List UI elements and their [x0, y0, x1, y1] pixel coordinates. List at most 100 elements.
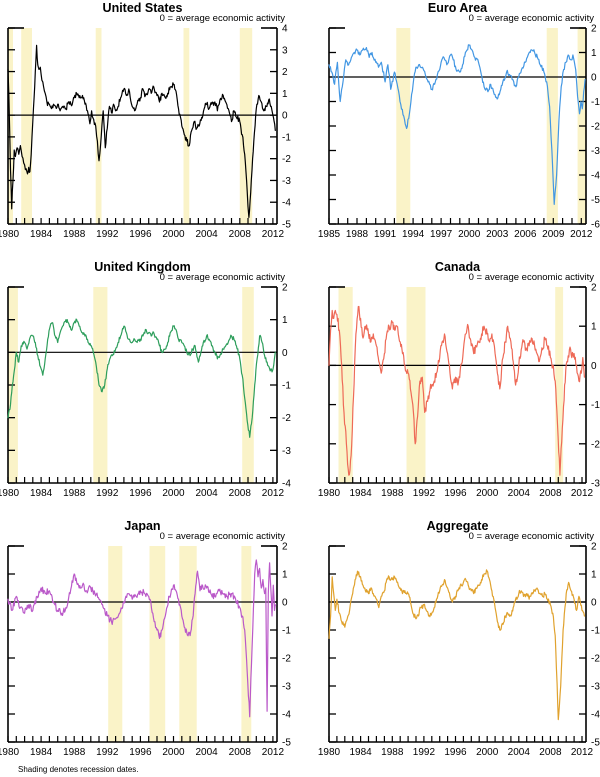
- chart-title-japan: Japan: [124, 519, 161, 533]
- svg-text:-2: -2: [591, 654, 600, 665]
- svg-text:0: 0: [282, 348, 288, 359]
- chart-subtitle-aggregate: 0 = average economic activity: [468, 531, 594, 542]
- svg-text:-4: -4: [282, 198, 291, 209]
- svg-text:2006: 2006: [514, 229, 537, 240]
- svg-text:1988: 1988: [63, 488, 86, 499]
- svg-text:1: 1: [282, 315, 288, 326]
- svg-text:2000: 2000: [458, 229, 481, 240]
- chart-cell-euro-area: Euro Area 0 = average economic activity …: [300, 0, 600, 259]
- svg-text:2012: 2012: [570, 229, 593, 240]
- svg-text:2012: 2012: [571, 488, 594, 499]
- svg-text:3: 3: [282, 45, 288, 56]
- svg-text:0: 0: [591, 73, 597, 84]
- chart-title-canada: Canada: [434, 260, 481, 274]
- united-kingdom-plot: 2 1 0 -1 -2 -3 -4 1980 1984 1988 1992 1996 2000 2004 2…: [0, 283, 291, 500]
- svg-text:1984: 1984: [30, 229, 53, 240]
- svg-text:1984: 1984: [30, 488, 53, 499]
- svg-text:2004: 2004: [195, 747, 218, 758]
- svg-text:-5: -5: [591, 738, 600, 749]
- svg-text:2000: 2000: [162, 488, 185, 499]
- svg-text:-4: -4: [591, 710, 600, 721]
- svg-text:1988: 1988: [63, 229, 86, 240]
- svg-text:2003: 2003: [486, 229, 509, 240]
- svg-text:-3: -3: [591, 479, 600, 490]
- svg-text:1996: 1996: [444, 747, 467, 758]
- svg-text:2008: 2008: [539, 747, 562, 758]
- chart-title-euro-area: Euro Area: [427, 1, 488, 15]
- svg-text:1980: 1980: [0, 747, 20, 758]
- svg-text:1984: 1984: [349, 488, 372, 499]
- svg-text:-5: -5: [591, 195, 600, 206]
- svg-text:0: 0: [591, 361, 597, 372]
- euro-area-plot: 2 1 0 -1 -2 -3 -4 -5 -6 1985 1988 1991 1994 1997 2000 2…: [318, 24, 600, 241]
- svg-text:2: 2: [591, 24, 597, 35]
- united-states-plot: 4 3 2 1 0 -1 -2 -3 -4 -5 1980 1984 1988 1992 1996 2000 2…: [0, 24, 291, 241]
- svg-text:2008: 2008: [229, 229, 252, 240]
- svg-text:2012: 2012: [262, 488, 285, 499]
- svg-text:2: 2: [591, 542, 597, 553]
- svg-text:1992: 1992: [413, 488, 436, 499]
- svg-text:-1: -1: [282, 626, 291, 637]
- svg-text:4: 4: [282, 24, 288, 35]
- svg-text:-4: -4: [282, 479, 291, 490]
- svg-text:1984: 1984: [30, 747, 53, 758]
- svg-text:1992: 1992: [96, 488, 119, 499]
- svg-text:1991: 1991: [374, 229, 397, 240]
- svg-text:1: 1: [282, 570, 288, 581]
- svg-text:0: 0: [282, 111, 288, 122]
- svg-text:-2: -2: [591, 122, 600, 133]
- svg-text:1997: 1997: [430, 229, 453, 240]
- svg-text:1992: 1992: [96, 747, 119, 758]
- svg-text:-3: -3: [282, 446, 291, 457]
- svg-text:-1: -1: [591, 400, 600, 411]
- svg-text:-3: -3: [591, 682, 600, 693]
- svg-text:1988: 1988: [381, 488, 404, 499]
- svg-text:2: 2: [282, 67, 288, 78]
- svg-text:0: 0: [591, 598, 597, 609]
- svg-text:1980: 1980: [0, 488, 20, 499]
- svg-text:1988: 1988: [381, 747, 404, 758]
- svg-text:-1: -1: [591, 97, 600, 108]
- svg-text:-5: -5: [282, 738, 291, 749]
- chart-subtitle-canada: 0 = average economic activity: [468, 272, 594, 283]
- svg-text:2: 2: [282, 542, 288, 553]
- svg-text:-1: -1: [591, 626, 600, 637]
- svg-text:1980: 1980: [318, 747, 341, 758]
- svg-text:2008: 2008: [229, 747, 252, 758]
- chart-subtitle-united-states: 0 = average economic activity: [159, 13, 285, 24]
- svg-text:2008: 2008: [539, 488, 562, 499]
- chart-title-united-kingdom: United Kingdom: [94, 260, 191, 274]
- svg-text:1996: 1996: [444, 488, 467, 499]
- svg-text:2000: 2000: [476, 747, 499, 758]
- recession-shading-footnote: Shading denotes recession dates.: [18, 765, 139, 774]
- svg-text:2012: 2012: [262, 747, 285, 758]
- svg-text:-3: -3: [282, 176, 291, 187]
- svg-text:2009: 2009: [542, 229, 565, 240]
- svg-text:1988: 1988: [346, 229, 369, 240]
- svg-text:-3: -3: [282, 682, 291, 693]
- chart-cell-japan: Japan 0 = average economic activity 2 1 0 -…: [0, 518, 300, 777]
- svg-text:1992: 1992: [96, 229, 119, 240]
- svg-text:-3: -3: [591, 146, 600, 157]
- svg-text:2: 2: [282, 283, 288, 294]
- svg-text:2012: 2012: [571, 747, 594, 758]
- svg-text:1985: 1985: [318, 229, 341, 240]
- svg-text:-2: -2: [282, 154, 291, 165]
- svg-text:1994: 1994: [402, 229, 425, 240]
- svg-text:1984: 1984: [349, 747, 372, 758]
- svg-text:1996: 1996: [129, 488, 152, 499]
- svg-text:2000: 2000: [162, 229, 185, 240]
- svg-text:-5: -5: [282, 220, 291, 231]
- svg-text:1: 1: [591, 570, 597, 581]
- svg-text:2000: 2000: [476, 488, 499, 499]
- svg-text:2: 2: [591, 283, 597, 294]
- chart-cell-united-kingdom: United Kingdom 0 = average economic acti…: [0, 259, 300, 518]
- svg-text:1996: 1996: [129, 229, 152, 240]
- svg-text:-2: -2: [282, 654, 291, 665]
- svg-text:1: 1: [282, 89, 288, 100]
- chart-cell-aggregate: Aggregate 0 = average economic activity …: [300, 518, 600, 777]
- svg-text:2004: 2004: [508, 747, 531, 758]
- svg-text:-1: -1: [282, 381, 291, 392]
- svg-text:2008: 2008: [229, 488, 252, 499]
